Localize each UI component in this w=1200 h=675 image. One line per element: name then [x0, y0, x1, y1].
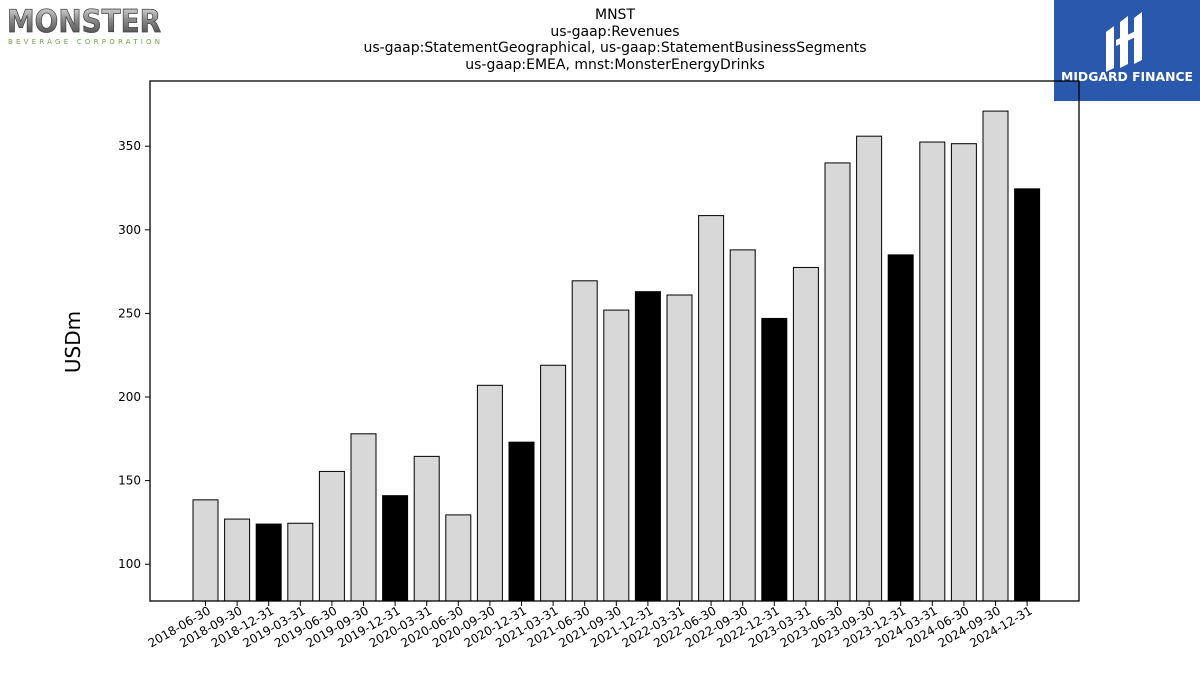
- bar-2022-03-31: [666, 294, 693, 602]
- y-axis: 100 150 200 250 300 350: [118, 139, 150, 571]
- bar-2023-06-30: [824, 162, 851, 602]
- bar-2024-12-31: [1014, 188, 1041, 602]
- bar-2023-09-30: [856, 135, 883, 602]
- svg-text:BEVERAGE CORPORATION: BEVERAGE CORPORATION: [8, 38, 160, 46]
- midgard-logo: MIDGARD FINANCE: [1054, 0, 1200, 101]
- bar-2018-09-30: [224, 518, 251, 602]
- bar-2020-03-31: [413, 455, 440, 602]
- plot-frame: [149, 80, 1080, 602]
- monster-logo-icon: MONSTER BEVERAGE CORPORATION: [7, 4, 162, 46]
- bar-2018-12-31: [255, 523, 282, 602]
- bar-2021-03-31: [540, 364, 567, 602]
- title-concept: us-gaap:Revenues: [550, 23, 680, 40]
- bar-2022-09-30: [729, 249, 756, 602]
- svg-text:MONSTER: MONSTER: [7, 4, 161, 40]
- bar-2023-03-31: [792, 266, 819, 602]
- bar-2019-06-30: [318, 470, 345, 602]
- bar-2020-09-30: [476, 384, 503, 602]
- y-tick-label: 200: [118, 390, 141, 404]
- x-axis: 2018-06-302018-09-302018-12-312019-03-31…: [146, 601, 1035, 650]
- title-members: us-gaap:EMEA, mnst:MonsterEnergyDrinks: [465, 56, 765, 73]
- bar-2022-06-30: [698, 215, 725, 602]
- title-ticker: MNST: [595, 7, 635, 23]
- bar-2024-03-31: [919, 141, 946, 602]
- bar-2020-06-30: [445, 514, 472, 602]
- y-tick-label: 300: [118, 223, 141, 237]
- bar-2024-06-30: [950, 143, 977, 602]
- bar-2021-12-31: [634, 291, 661, 602]
- bar-2024-09-30: [982, 110, 1009, 602]
- svg-text:MIDGARD FINANCE: MIDGARD FINANCE: [1061, 69, 1193, 84]
- monster-logo: MONSTER BEVERAGE CORPORATION: [4, 3, 164, 47]
- bar-2019-12-31: [382, 495, 409, 602]
- bar-2023-12-31: [887, 254, 914, 602]
- title-axes: us-gaap:StatementGeographical, us-gaap:S…: [363, 40, 867, 56]
- bar-2021-06-30: [571, 280, 598, 602]
- y-tick-label: 150: [118, 474, 141, 488]
- bar-2020-12-31: [508, 441, 535, 602]
- bar-2021-09-30: [603, 309, 630, 602]
- y-tick-label: 250: [118, 306, 141, 320]
- bar-2019-09-30: [350, 433, 377, 602]
- chart-title: MNST us-gaap:Revenues us-gaap:StatementG…: [300, 7, 930, 73]
- bar-2018-06-30: [192, 499, 219, 602]
- bar-2022-12-31: [761, 317, 788, 602]
- bars-group: [192, 110, 1041, 602]
- y-tick-label: 350: [118, 139, 141, 153]
- y-tick-label: 100: [118, 557, 141, 571]
- bar-2019-03-31: [287, 522, 314, 602]
- midgard-logo-icon: MIDGARD FINANCE: [1061, 12, 1193, 84]
